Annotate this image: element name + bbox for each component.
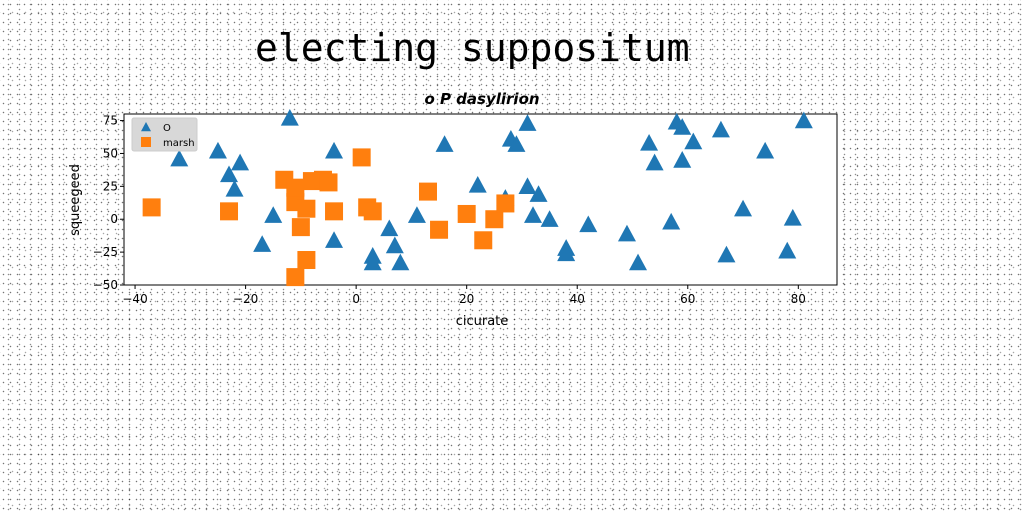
legend-marker-o [141,122,151,132]
point-marsh [352,148,371,167]
point-o [783,208,802,226]
point-marsh [496,194,515,213]
y-axis: −50 −25 0 25 50 75 [93,114,124,292]
point-o [756,141,775,159]
point-o [507,135,526,152]
point-marsh [474,231,493,250]
point-o [518,177,537,194]
x-tick-label: 60 [680,292,695,306]
x-tick-label: −40 [122,292,147,306]
x-tick-label: 0 [352,292,360,306]
point-marsh [297,199,316,218]
point-marsh [430,220,449,239]
point-o [540,210,559,227]
point-o [717,245,736,263]
y-tick-label: 75 [103,114,118,128]
point-o [264,206,283,223]
point-marsh [457,204,476,223]
point-o [734,199,753,217]
point-o [524,206,543,223]
plot-area [123,113,838,286]
legend-marker-marsh [141,137,151,147]
point-o [684,132,703,150]
point-o [385,236,404,254]
data-points [142,108,813,287]
page-title: electing suppositum [255,26,690,70]
legend-label-o: O [163,123,171,134]
point-o [391,253,410,271]
x-axis: −40 −20 0 20 40 60 80 [122,285,806,306]
legend-label-marsh: marsh [163,138,195,149]
point-o [662,212,681,230]
point-o [518,114,537,131]
point-o [557,244,576,262]
y-tick-label: −50 [93,278,118,292]
y-tick-label: 0 [110,212,118,226]
x-tick-label: 20 [459,292,474,306]
point-o [529,185,548,202]
point-marsh [297,251,316,270]
point-marsh [418,182,437,201]
x-axis-label: cicurate [456,314,509,329]
point-o [794,111,813,129]
point-o [363,253,382,271]
point-o [645,153,664,171]
point-o [617,224,636,242]
point-o [225,179,244,197]
point-marsh [363,202,382,221]
point-marsh [286,268,305,287]
point-o [673,151,692,168]
point-o [170,149,189,167]
point-o [673,118,692,135]
point-o [208,141,227,159]
point-marsh [291,218,310,237]
point-marsh [286,178,305,197]
y-tick-label: 50 [103,146,118,160]
x-tick-label: 80 [791,292,806,306]
point-o [253,235,272,252]
point-o [407,206,426,223]
point-o [629,253,648,271]
y-tick-label: −25 [93,245,118,259]
point-marsh [319,173,338,192]
point-marsh [325,202,344,221]
point-o [778,241,797,259]
point-marsh [220,202,239,221]
y-tick-label: 25 [103,179,118,193]
x-tick-label: 40 [570,292,585,306]
point-o [640,133,659,151]
point-o [468,176,487,193]
point-marsh [485,210,504,229]
point-o [435,135,454,152]
point-o [711,120,730,138]
point-o [280,108,299,126]
point-o [231,153,250,171]
x-tick-label: −20 [233,292,258,306]
point-o [380,219,399,237]
point-o [579,215,598,233]
y-axis-label: squeegeed [68,164,83,236]
point-o [325,141,344,159]
point-o [220,165,239,183]
point-o [325,231,344,248]
point-marsh [142,198,161,217]
chart-title: o P dasylirion [424,90,539,108]
